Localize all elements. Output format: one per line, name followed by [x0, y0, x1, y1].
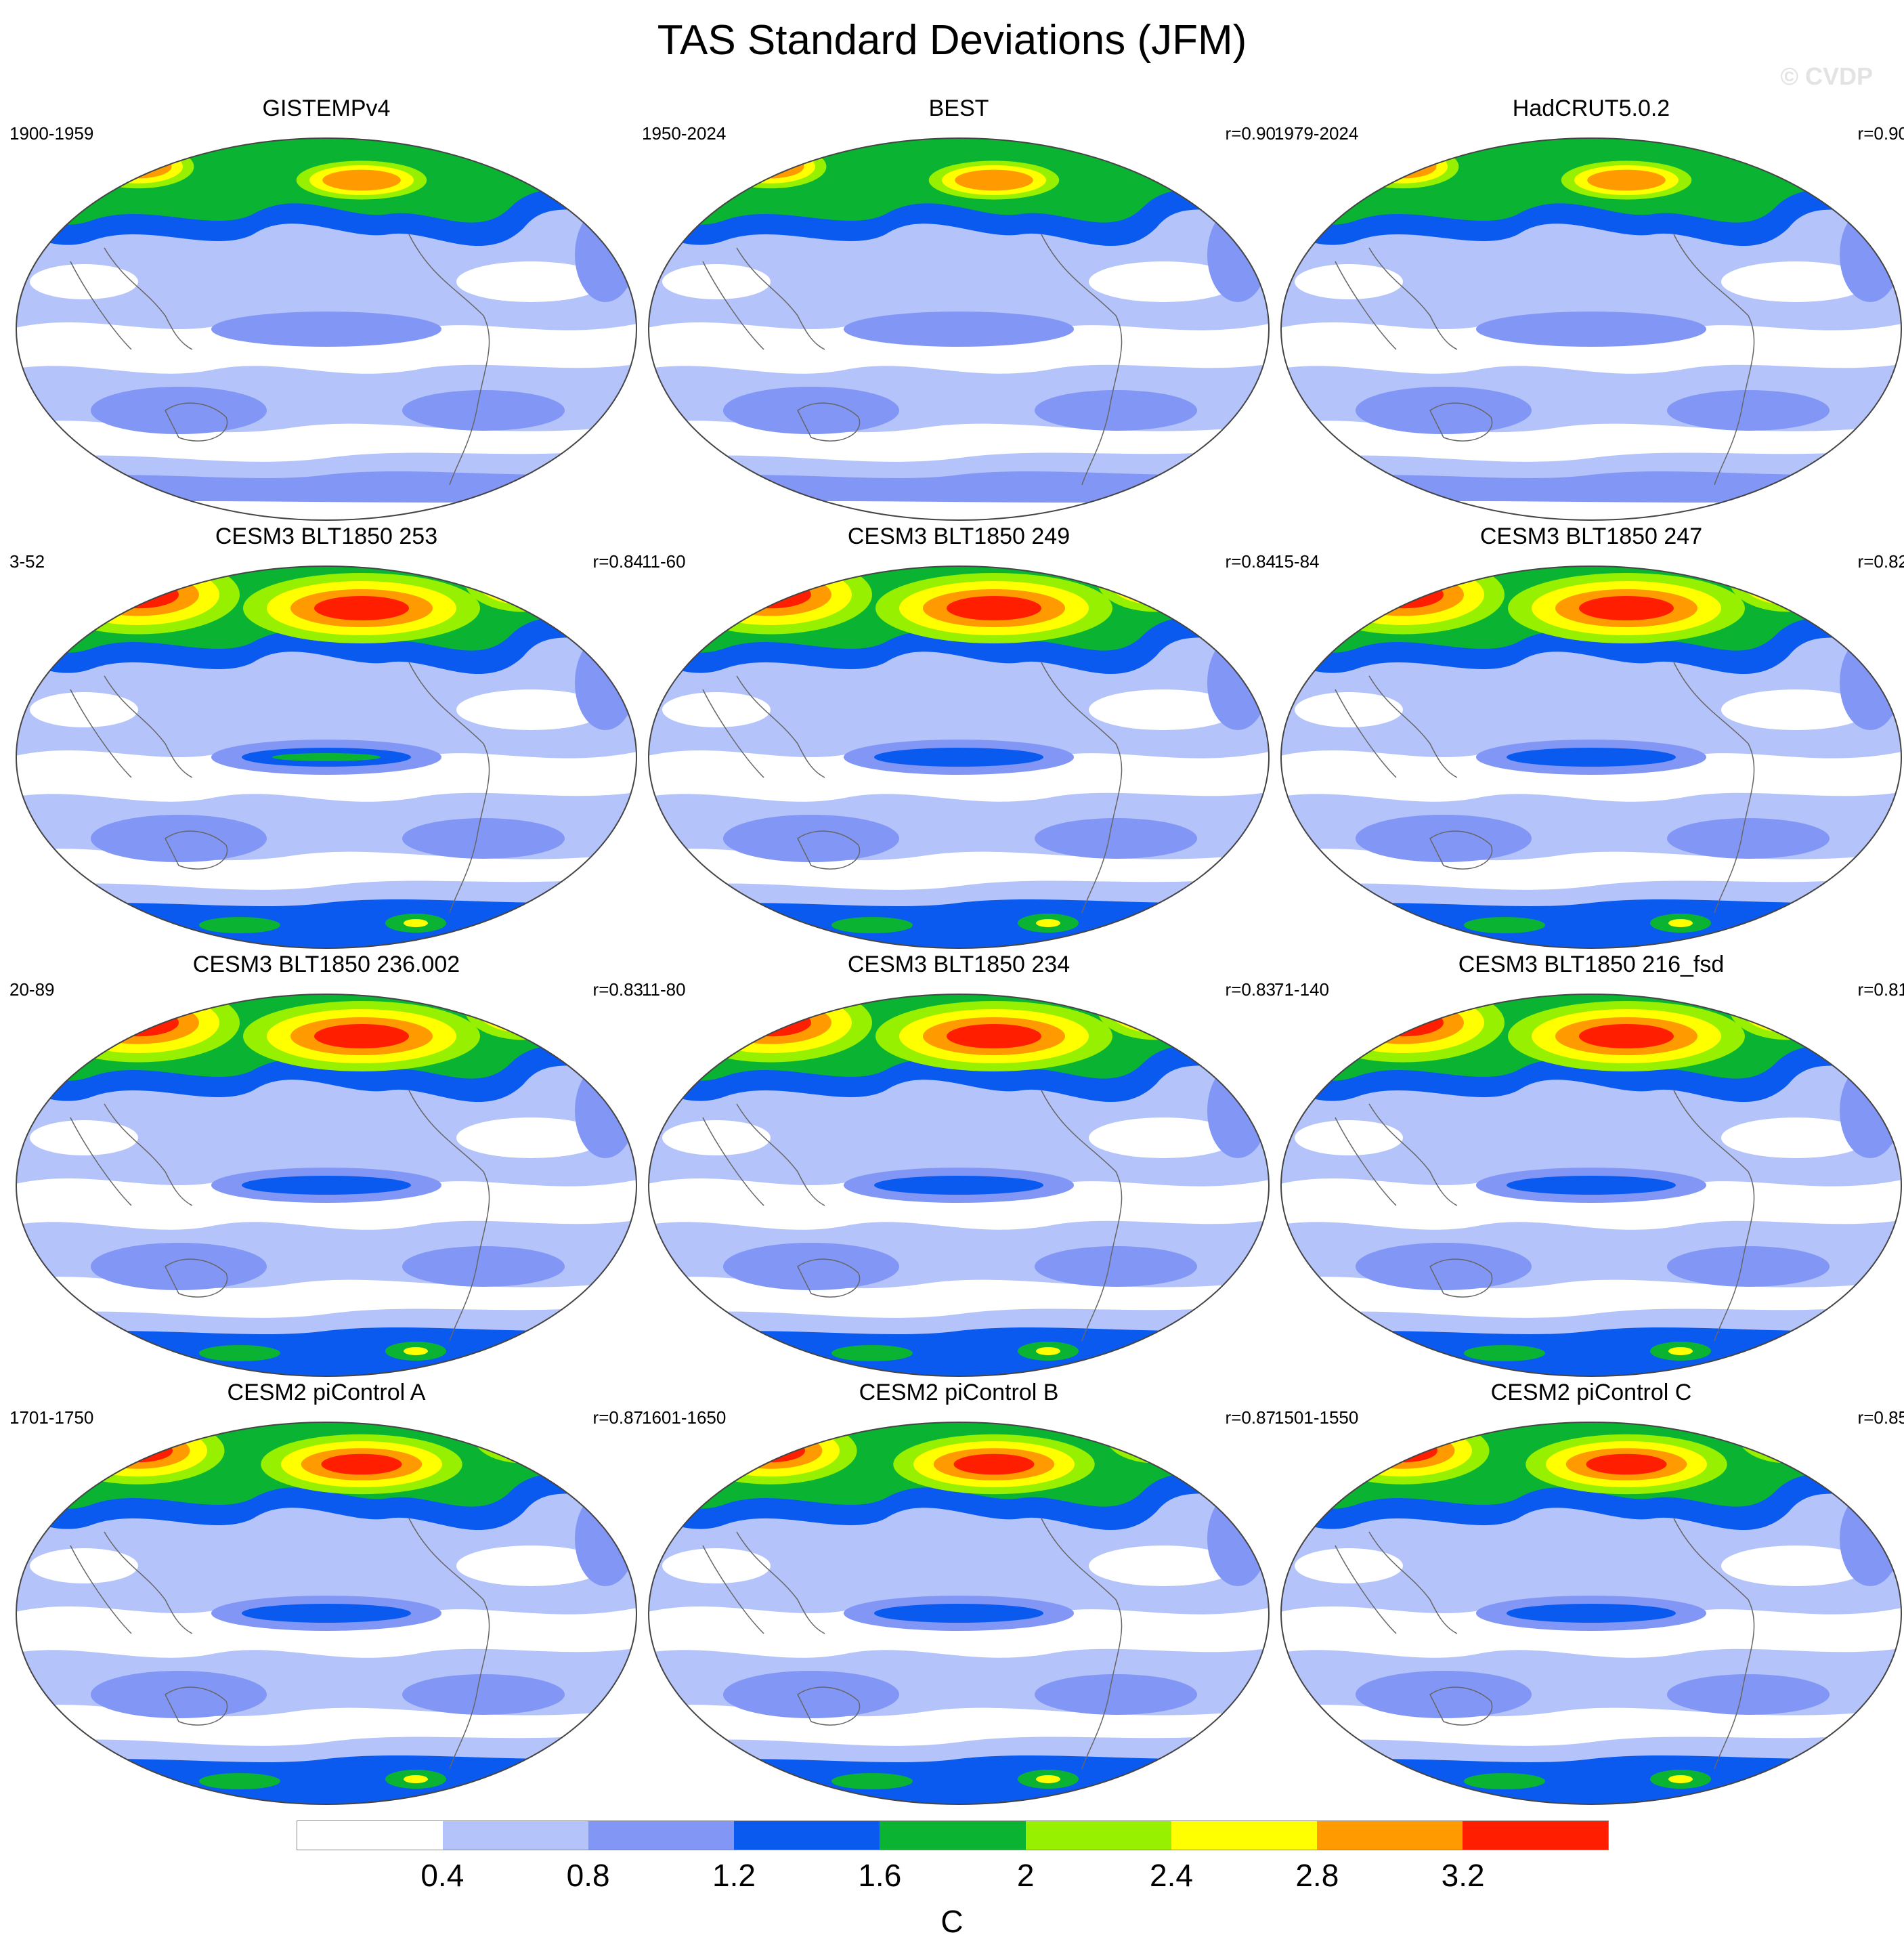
panel-title: CESM3 BLT1850 234 — [847, 952, 1070, 977]
panel-correlation-label: r=0.84 — [592, 551, 643, 572]
map-panel: CESM3 BLT1850 249 11-60 r=0.84 — [642, 523, 1276, 951]
map-panel: CESM3 BLT1850 247 15-84 r=0.82 — [1274, 523, 1904, 951]
global-map — [648, 566, 1270, 949]
global-map — [16, 137, 637, 521]
panel-title: CESM3 BLT1850 216_fsd — [1458, 952, 1725, 977]
figure-title: TAS Standard Deviations (JFM) — [657, 17, 1247, 64]
map-panel: HadCRUT5.0.2 1979-2024 r=0.90 — [1274, 95, 1904, 523]
colorbar-tick-label: 1.2 — [712, 1858, 756, 1893]
colorbar-tick-label: 2.8 — [1295, 1858, 1339, 1893]
map-panel: CESM2 piControl A 1701-1750 r=0.87 — [9, 1379, 643, 1807]
colorbar-tick-label: 0.8 — [566, 1858, 610, 1893]
map-panel: CESM2 piControl B 1601-1650 r=0.87 — [642, 1379, 1276, 1807]
colorbar-box — [1025, 1821, 1171, 1850]
colorbar-box — [1316, 1821, 1463, 1850]
panel-period-label: 11-80 — [642, 979, 686, 1000]
panel-correlation-label: r=0.87 — [592, 1407, 643, 1428]
colorbar-box — [880, 1821, 1026, 1850]
panel-title: CESM3 BLT1850 236.002 — [192, 952, 460, 977]
global-map — [648, 137, 1270, 521]
global-map — [1280, 1422, 1902, 1805]
colorbar-tick-label: 2.4 — [1150, 1858, 1193, 1893]
colorbar-box — [1171, 1821, 1317, 1850]
map-panel: GISTEMPv4 1900-1959 — [9, 95, 643, 523]
panel-title: CESM2 piControl A — [227, 1380, 426, 1405]
panel-period-label: 71-140 — [1274, 979, 1329, 1000]
panel-correlation-label: r=0.85 — [1857, 1407, 1904, 1428]
colorbar-tick-label: 3.2 — [1441, 1858, 1485, 1893]
global-map — [16, 566, 637, 949]
panel-title: CESM2 piControl C — [1490, 1380, 1692, 1405]
panel-title: CESM3 BLT1850 249 — [847, 524, 1070, 549]
panel-correlation-label: r=0.82 — [1857, 551, 1904, 572]
panel-period-label: 1950-2024 — [642, 123, 727, 144]
global-map — [648, 994, 1270, 1377]
colorbar-tick-label: 1.6 — [858, 1858, 902, 1893]
panel-period-label: 1701-1750 — [9, 1407, 94, 1428]
panel-period-label: 20-89 — [9, 979, 55, 1000]
panel-period-label: 15-84 — [1274, 551, 1320, 572]
panel-title: HadCRUT5.0.2 — [1512, 95, 1670, 121]
colorbar-tick-labels: 0.4 0.8 1.2 1.6 2 2.4 2.8 3.2 — [297, 1856, 1609, 1896]
panel-correlation-label: r=0.87 — [1225, 1407, 1276, 1428]
map-panel: CESM3 BLT1850 236.002 20-89 r=0.83 — [9, 951, 643, 1379]
colorbar-box — [734, 1821, 880, 1850]
colorbar-box — [1462, 1821, 1608, 1850]
colorbar-box — [588, 1821, 735, 1850]
global-map — [16, 994, 637, 1377]
panel-title: GISTEMPv4 — [262, 95, 391, 121]
panel-period-label: 1900-1959 — [9, 123, 94, 144]
panel-period-label: 1501-1550 — [1274, 1407, 1359, 1428]
global-map — [1280, 137, 1902, 521]
panel-period-label: 11-60 — [642, 551, 686, 572]
colorbar — [297, 1820, 1609, 1850]
panel-correlation-label: r=0.81 — [1857, 979, 1904, 1000]
panel-title: CESM3 BLT1850 247 — [1479, 524, 1703, 549]
map-panel: CESM3 BLT1850 234 11-80 r=0.83 — [642, 951, 1276, 1379]
cvdp-watermark: © CVDP — [1780, 62, 1873, 90]
panel-title: CESM3 BLT1850 253 — [215, 524, 438, 549]
panel-correlation-label: r=0.84 — [1225, 551, 1276, 572]
map-panel: BEST 1950-2024 r=0.90 — [642, 95, 1276, 523]
colorbar-unit-label: C — [940, 1904, 964, 1939]
panel-period-label: 1979-2024 — [1274, 123, 1359, 144]
global-map — [16, 1422, 637, 1805]
panel-correlation-label: r=0.90 — [1225, 123, 1276, 144]
colorbar-box — [443, 1821, 589, 1850]
panel-correlation-label: r=0.90 — [1857, 123, 1904, 144]
map-panel: CESM3 BLT1850 216_fsd 71-140 r=0.81 — [1274, 951, 1904, 1379]
panel-correlation-label: r=0.83 — [1225, 979, 1276, 1000]
panel-period-label: 3-52 — [9, 551, 45, 572]
map-panel: CESM2 piControl C 1501-1550 r=0.85 — [1274, 1379, 1904, 1807]
map-panel: CESM3 BLT1850 253 3-52 r=0.84 — [9, 523, 643, 951]
colorbar-box — [297, 1821, 443, 1850]
colorbar-tick-label: 2 — [1016, 1858, 1035, 1893]
panel-period-label: 1601-1650 — [642, 1407, 727, 1428]
panel-title: CESM2 piControl B — [859, 1380, 1059, 1405]
global-map — [1280, 994, 1902, 1377]
panel-title: BEST — [928, 95, 989, 121]
global-map — [648, 1422, 1270, 1805]
panel-correlation-label: r=0.83 — [592, 979, 643, 1000]
colorbar-tick-label: 0.4 — [420, 1858, 464, 1893]
global-map — [1280, 566, 1902, 949]
